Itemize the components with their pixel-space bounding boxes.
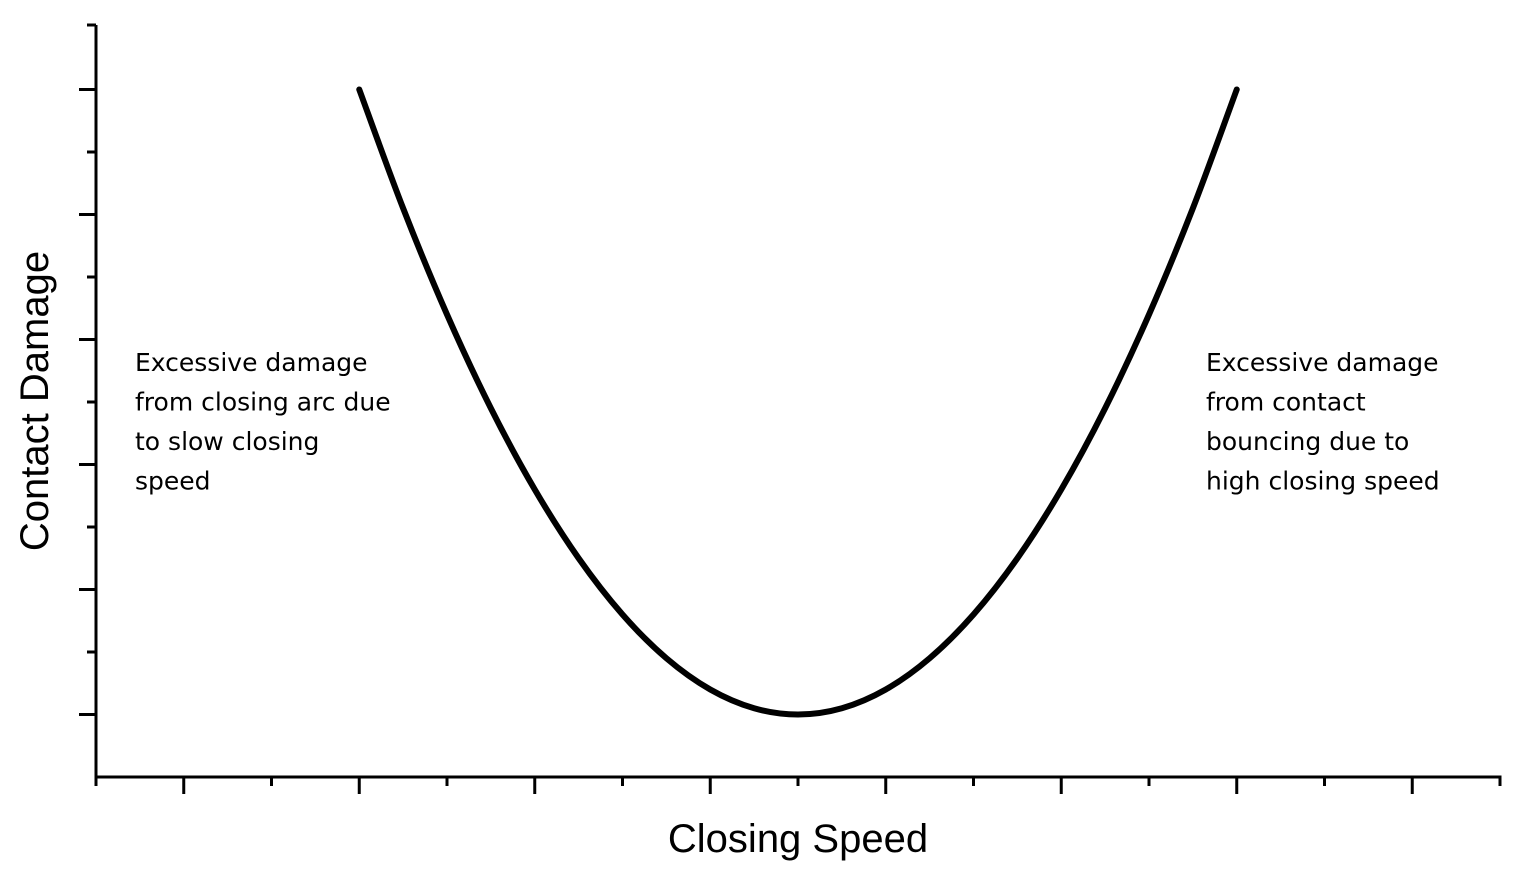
annotation-right: Excessive damage from contact bouncing due… bbox=[1206, 348, 1440, 496]
y-axis bbox=[79, 23, 98, 779]
annotation-line: speed bbox=[135, 467, 211, 496]
annotation-left: Excessive damage from closing arc due to s… bbox=[135, 348, 391, 496]
annotation-line: Excessive damage bbox=[135, 348, 368, 377]
x-axis bbox=[94, 775, 1502, 794]
annotation-line: high closing speed bbox=[1206, 467, 1440, 496]
annotation-line: Excessive damage bbox=[1206, 348, 1439, 377]
damage-curve bbox=[356, 86, 1240, 718]
annotation-line: bouncing due to bbox=[1206, 427, 1409, 456]
annotation-line: to slow closing bbox=[135, 427, 319, 456]
annotation-line: from closing arc due bbox=[135, 388, 391, 417]
annotation-line: from contact bbox=[1206, 388, 1366, 417]
y-axis-title: Contact Damage bbox=[13, 251, 57, 551]
x-axis-title: Closing Speed bbox=[668, 817, 928, 861]
